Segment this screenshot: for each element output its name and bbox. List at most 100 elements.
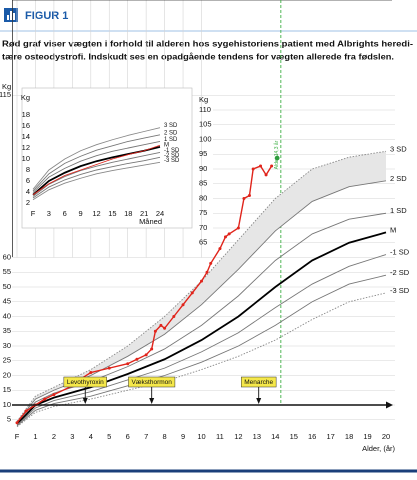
x-tick-label: 14 bbox=[271, 432, 279, 441]
y-tick-label: 16 bbox=[22, 121, 30, 130]
data-point bbox=[251, 167, 255, 171]
data-point bbox=[181, 303, 185, 307]
sd-curve bbox=[32, 161, 161, 201]
y-tick-label: 75 bbox=[199, 208, 207, 217]
header-icon-bar bbox=[10, 11, 12, 20]
x-tick-label: 9 bbox=[79, 209, 83, 218]
y-axis-label: Kg bbox=[21, 93, 30, 102]
curve-label: 3 SD bbox=[164, 123, 178, 129]
data-point bbox=[15, 421, 19, 425]
y-tick-label: 25 bbox=[3, 356, 11, 365]
curve-label: 3 SD bbox=[390, 144, 407, 153]
timeline-arrow bbox=[386, 401, 393, 409]
x-tick-label: 17 bbox=[326, 432, 334, 441]
event-label: Væksthormon bbox=[131, 379, 172, 386]
sd-curve bbox=[16, 212, 387, 423]
data-point bbox=[172, 315, 176, 318]
curve-label: 1 SD bbox=[164, 137, 178, 143]
data-point bbox=[153, 329, 157, 333]
y-tick-label: 105 bbox=[199, 120, 212, 129]
data-point bbox=[270, 164, 274, 168]
data-point bbox=[107, 366, 111, 370]
y-tick-label: 4 bbox=[26, 187, 30, 196]
y-tick-label: 110 bbox=[199, 105, 211, 114]
x-tick-label: 10 bbox=[197, 432, 205, 441]
data-point bbox=[52, 393, 56, 397]
data-point bbox=[223, 235, 227, 239]
y-tick-label: 50 bbox=[3, 282, 11, 291]
y-tick-label: 5 bbox=[7, 415, 11, 424]
data-point bbox=[218, 247, 222, 251]
y-tick-label: 95 bbox=[199, 149, 207, 158]
curve-label: -3 SD bbox=[164, 158, 180, 164]
data-point bbox=[242, 197, 246, 200]
event-arrowhead bbox=[256, 398, 262, 404]
data-point bbox=[159, 323, 163, 327]
y-tick-label: 6 bbox=[26, 176, 30, 185]
y-tick-label: 65 bbox=[199, 238, 207, 247]
y-tick-label: 18 bbox=[22, 110, 30, 119]
x-tick-label: F bbox=[31, 209, 36, 218]
y-tick-label: 85 bbox=[199, 179, 207, 188]
event-label: Levothyroxin bbox=[67, 379, 104, 386]
sd-curve bbox=[16, 150, 387, 422]
curve-label: 2 SD bbox=[164, 130, 178, 136]
data-point bbox=[227, 232, 231, 236]
x-tick-label: 20 bbox=[382, 432, 390, 441]
sd-curve bbox=[16, 180, 387, 423]
curve-label: -2 SD bbox=[390, 268, 410, 277]
data-point bbox=[236, 226, 240, 230]
y-tick-label: 80 bbox=[199, 193, 207, 202]
x-tick-label: 18 bbox=[124, 209, 132, 218]
curve-label: -3 SD bbox=[390, 286, 410, 295]
data-point bbox=[126, 362, 130, 366]
data-point bbox=[247, 194, 251, 198]
data-point bbox=[24, 409, 28, 413]
x-tick-label: 3 bbox=[70, 432, 74, 441]
y-axis-label: Kg bbox=[199, 95, 208, 104]
y-tick-label: 40 bbox=[3, 311, 11, 320]
y-tick-label: 10 bbox=[22, 154, 30, 163]
y-axis-label: Kg bbox=[2, 82, 11, 91]
x-tick-label: 12 bbox=[234, 432, 242, 441]
sd-curve bbox=[16, 292, 387, 428]
data-point bbox=[43, 397, 47, 401]
x-tick-label: 16 bbox=[308, 432, 316, 441]
data-point bbox=[163, 326, 167, 330]
curve-label: -1 SD bbox=[390, 248, 410, 257]
x-tick-label: 5 bbox=[107, 432, 111, 441]
sd-curve bbox=[32, 127, 161, 190]
data-point bbox=[150, 347, 154, 351]
curve-label: M bbox=[164, 142, 169, 148]
sd-band bbox=[17, 151, 386, 423]
x-tick-label: 4 bbox=[89, 432, 93, 441]
x-tick-label: 9 bbox=[181, 432, 185, 441]
y-tick-label: 45 bbox=[3, 297, 11, 306]
y-tick-label: 30 bbox=[3, 341, 11, 350]
curve-label: M bbox=[390, 225, 396, 234]
header-icon-bar bbox=[7, 15, 9, 20]
sd-curve bbox=[16, 254, 387, 426]
x-tick-label: 12 bbox=[92, 209, 100, 218]
data-point bbox=[144, 353, 148, 357]
caption-line: Rød graf viser vægten i forhold til alde… bbox=[2, 38, 413, 48]
caption-line: tære osteodystrofi. Indskudt ses en opad… bbox=[2, 51, 394, 61]
y-tick-label: 8 bbox=[26, 165, 30, 174]
y-tick-label: 60 bbox=[3, 252, 11, 261]
x-tick-label: 6 bbox=[63, 209, 67, 218]
x-tick-label: 18 bbox=[345, 432, 353, 441]
x-tick-label: 24 bbox=[156, 209, 164, 218]
x-tick-label: 7 bbox=[144, 432, 148, 441]
figure-title: FIGUR 1 bbox=[25, 10, 68, 22]
sd-curve bbox=[16, 231, 387, 425]
x-tick-label: 11 bbox=[216, 432, 224, 441]
x-tick-label: 21 bbox=[140, 209, 148, 218]
age-marker-label: Alder 14,3 år bbox=[273, 140, 280, 169]
x-axis-label: Alder, (år) bbox=[362, 444, 395, 453]
y-tick-label: 90 bbox=[199, 164, 207, 173]
data-point bbox=[259, 164, 263, 168]
data-point bbox=[200, 279, 203, 283]
curve-label: -2 SD bbox=[164, 153, 180, 159]
event-arrowhead bbox=[149, 398, 155, 404]
